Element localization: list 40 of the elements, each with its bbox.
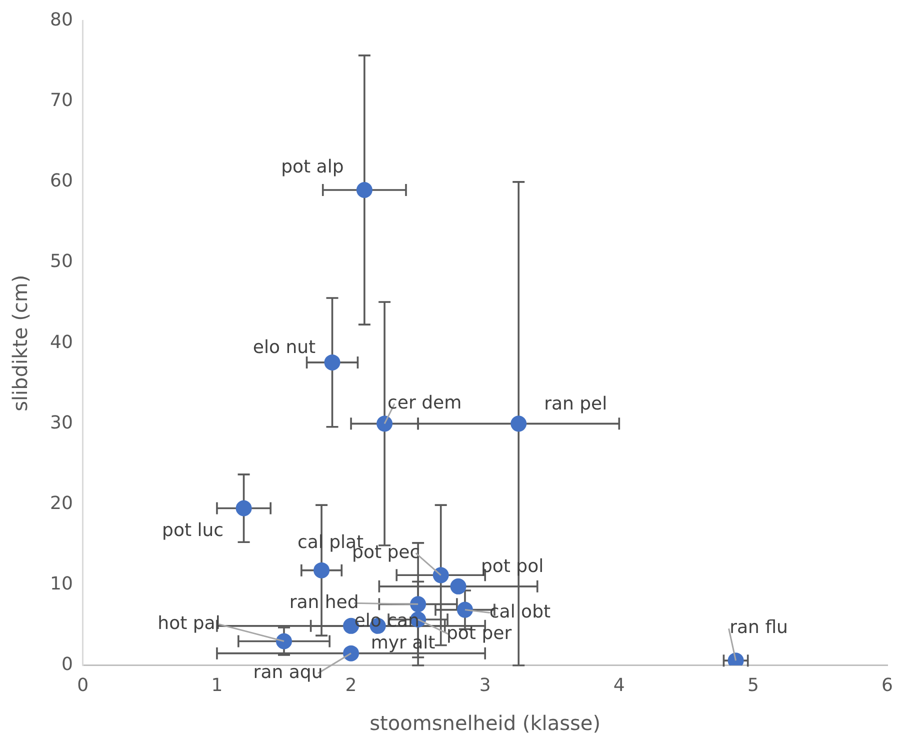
- y-tick-label: 10: [50, 573, 73, 594]
- y-tick-label: 50: [50, 251, 73, 272]
- annotation: ran hed: [289, 592, 359, 613]
- point: [324, 354, 340, 370]
- annotation: elo nut: [252, 337, 316, 358]
- y-tick-label: 30: [50, 412, 73, 434]
- y-axis-title: slibdikte (cm): [8, 274, 32, 412]
- x-tick-label: 3: [479, 674, 491, 696]
- y-tick-label: 70: [50, 90, 73, 112]
- x-tick-label: 0: [77, 674, 89, 696]
- y-tick-label: 0: [61, 654, 73, 676]
- annotation: ran aqu: [253, 662, 323, 683]
- point: [356, 182, 372, 198]
- point: [432, 567, 449, 584]
- point: [376, 416, 393, 432]
- x-tick-label: 1: [211, 674, 223, 696]
- annotation: pot alp: [281, 156, 344, 178]
- y-tick-label: 40: [50, 332, 73, 353]
- x-tick-label: 6: [882, 674, 893, 696]
- annotation: cer dem: [387, 392, 462, 414]
- point: [410, 596, 426, 612]
- x-tick-label: 2: [345, 674, 357, 696]
- point: [236, 500, 252, 516]
- annotation: cal obt: [489, 601, 551, 622]
- y-tick-label: 60: [50, 170, 73, 192]
- x-tick-label: 5: [747, 674, 759, 696]
- annotation: ran pel: [544, 393, 608, 414]
- annotation: pot per: [446, 623, 512, 644]
- x-tick-label: 4: [613, 674, 625, 696]
- point: [314, 562, 330, 578]
- point: [456, 602, 473, 618]
- annotation: pot luc: [162, 520, 224, 541]
- point: [450, 578, 466, 594]
- point: [510, 416, 527, 432]
- point: [276, 633, 292, 650]
- y-tick-label: 80: [50, 9, 73, 30]
- x-axis-title: stoomsnelheid (klasse): [370, 711, 601, 736]
- annotation: ran flu: [730, 617, 788, 638]
- point: [343, 645, 360, 662]
- y-tick-label: 20: [50, 492, 73, 514]
